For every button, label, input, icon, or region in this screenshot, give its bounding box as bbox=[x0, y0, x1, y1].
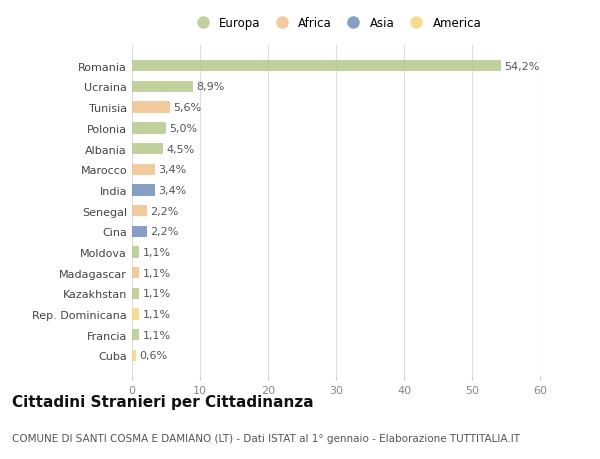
Text: 2,2%: 2,2% bbox=[151, 227, 179, 237]
Text: 1,1%: 1,1% bbox=[143, 289, 171, 299]
Bar bbox=[132, 61, 500, 72]
Bar bbox=[132, 123, 166, 134]
Bar bbox=[132, 82, 193, 93]
Text: 54,2%: 54,2% bbox=[504, 62, 539, 72]
Bar bbox=[132, 247, 139, 258]
Text: COMUNE DI SANTI COSMA E DAMIANO (LT) - Dati ISTAT al 1° gennaio - Elaborazione T: COMUNE DI SANTI COSMA E DAMIANO (LT) - D… bbox=[12, 433, 520, 442]
Bar bbox=[132, 206, 147, 217]
Text: 5,6%: 5,6% bbox=[173, 103, 202, 113]
Text: 2,2%: 2,2% bbox=[151, 206, 179, 216]
Text: Cittadini Stranieri per Cittadinanza: Cittadini Stranieri per Cittadinanza bbox=[12, 394, 314, 409]
Bar bbox=[132, 226, 147, 237]
Text: 1,1%: 1,1% bbox=[143, 330, 171, 340]
Bar bbox=[132, 185, 155, 196]
Bar bbox=[132, 288, 139, 299]
Bar bbox=[132, 144, 163, 155]
Bar bbox=[132, 164, 155, 175]
Text: 1,1%: 1,1% bbox=[143, 309, 171, 319]
Text: 3,4%: 3,4% bbox=[158, 165, 187, 175]
Text: 8,9%: 8,9% bbox=[196, 82, 224, 92]
Text: 3,4%: 3,4% bbox=[158, 185, 187, 196]
Bar bbox=[132, 102, 170, 113]
Bar bbox=[132, 309, 139, 320]
Bar bbox=[132, 350, 136, 361]
Bar bbox=[132, 268, 139, 279]
Text: 0,6%: 0,6% bbox=[139, 351, 167, 361]
Legend: Europa, Africa, Asia, America: Europa, Africa, Asia, America bbox=[186, 12, 486, 34]
Text: 4,5%: 4,5% bbox=[166, 144, 194, 154]
Text: 5,0%: 5,0% bbox=[169, 123, 197, 134]
Text: 1,1%: 1,1% bbox=[143, 247, 171, 257]
Text: 1,1%: 1,1% bbox=[143, 268, 171, 278]
Bar bbox=[132, 330, 139, 341]
